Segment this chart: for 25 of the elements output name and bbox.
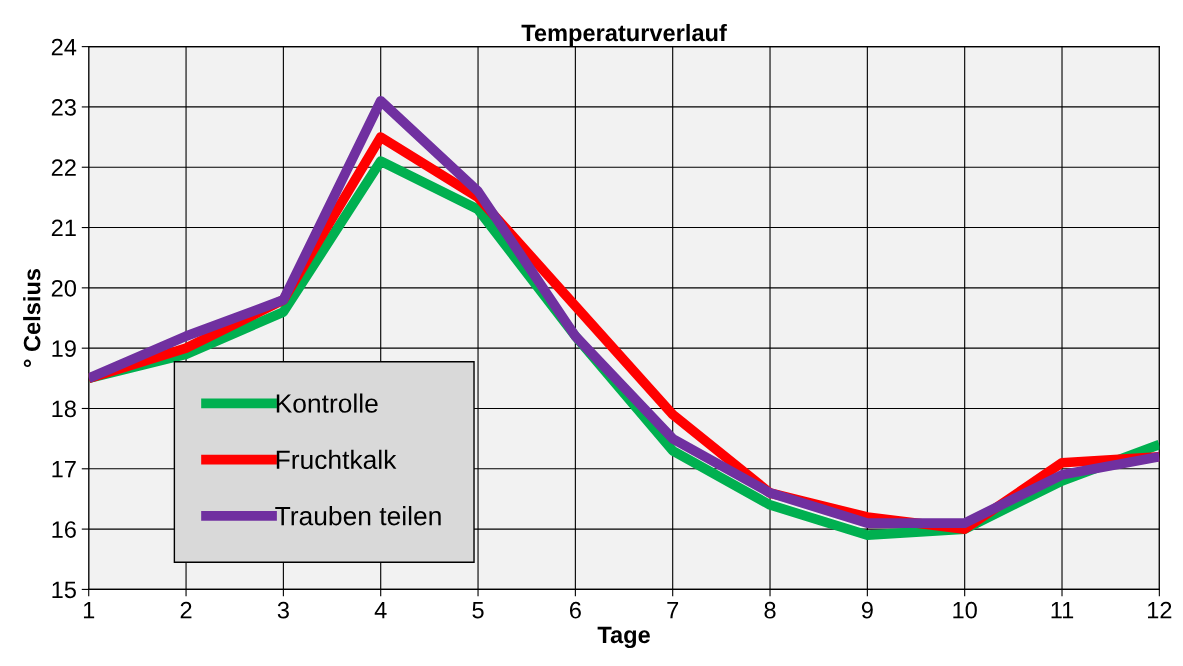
y-tick-label: 21	[51, 219, 76, 237]
x-tick-label: 4	[374, 602, 387, 619]
y-tick-label: 23	[51, 99, 76, 116]
x-tick-label: 7	[667, 602, 679, 619]
y-axis-title: ° Celsius	[23, 268, 41, 367]
chart-title: Temperaturverlauf	[521, 23, 727, 46]
y-tick-label: 22	[51, 159, 76, 176]
y-tick-label: 20	[51, 279, 76, 297]
y-tick-label: 18	[52, 400, 76, 418]
x-tick-label: 8	[764, 601, 776, 619]
x-tick-label: 5	[472, 602, 484, 619]
x-tick-label: 6	[570, 601, 581, 619]
x-tick-label: 12	[1148, 601, 1172, 619]
y-tick-label: 16	[52, 521, 76, 538]
y-tick-label: 24	[51, 38, 77, 56]
x-tick-label: 1	[83, 602, 95, 619]
x-tick-label: 3	[277, 601, 289, 619]
x-tick-label: 10	[953, 601, 977, 619]
y-tick-label: 15	[52, 581, 76, 599]
x-tick-label: 11	[1051, 602, 1074, 619]
x-tick-label: 9	[861, 601, 873, 619]
y-tick-label: 19	[52, 340, 76, 357]
x-axis-title: Tage	[597, 626, 650, 649]
x-tick-label: 2	[180, 601, 192, 619]
y-tick-label: 17	[52, 461, 76, 478]
